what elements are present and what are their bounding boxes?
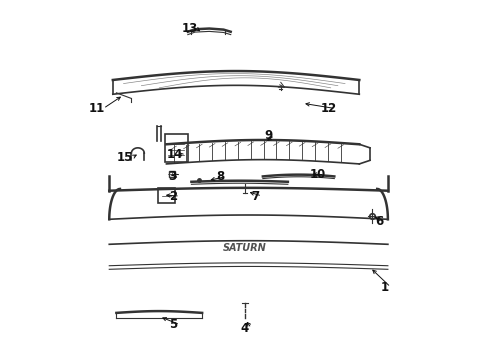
Text: 11: 11 xyxy=(89,102,105,115)
Text: 10: 10 xyxy=(310,168,326,181)
Text: SATURN: SATURN xyxy=(223,243,267,253)
Text: 3: 3 xyxy=(168,170,176,183)
Text: 7: 7 xyxy=(252,190,260,203)
Text: 6: 6 xyxy=(375,215,383,228)
Text: 12: 12 xyxy=(321,102,337,115)
Text: 2: 2 xyxy=(170,190,177,203)
Text: 8: 8 xyxy=(216,170,224,183)
FancyBboxPatch shape xyxy=(158,188,174,203)
Text: 15: 15 xyxy=(117,151,133,164)
Text: 5: 5 xyxy=(170,318,178,331)
Text: 9: 9 xyxy=(264,129,272,142)
Text: 1: 1 xyxy=(380,281,389,294)
Text: 14: 14 xyxy=(167,148,184,162)
Text: 13: 13 xyxy=(181,22,198,35)
FancyBboxPatch shape xyxy=(165,134,188,162)
Text: 4: 4 xyxy=(241,322,249,335)
